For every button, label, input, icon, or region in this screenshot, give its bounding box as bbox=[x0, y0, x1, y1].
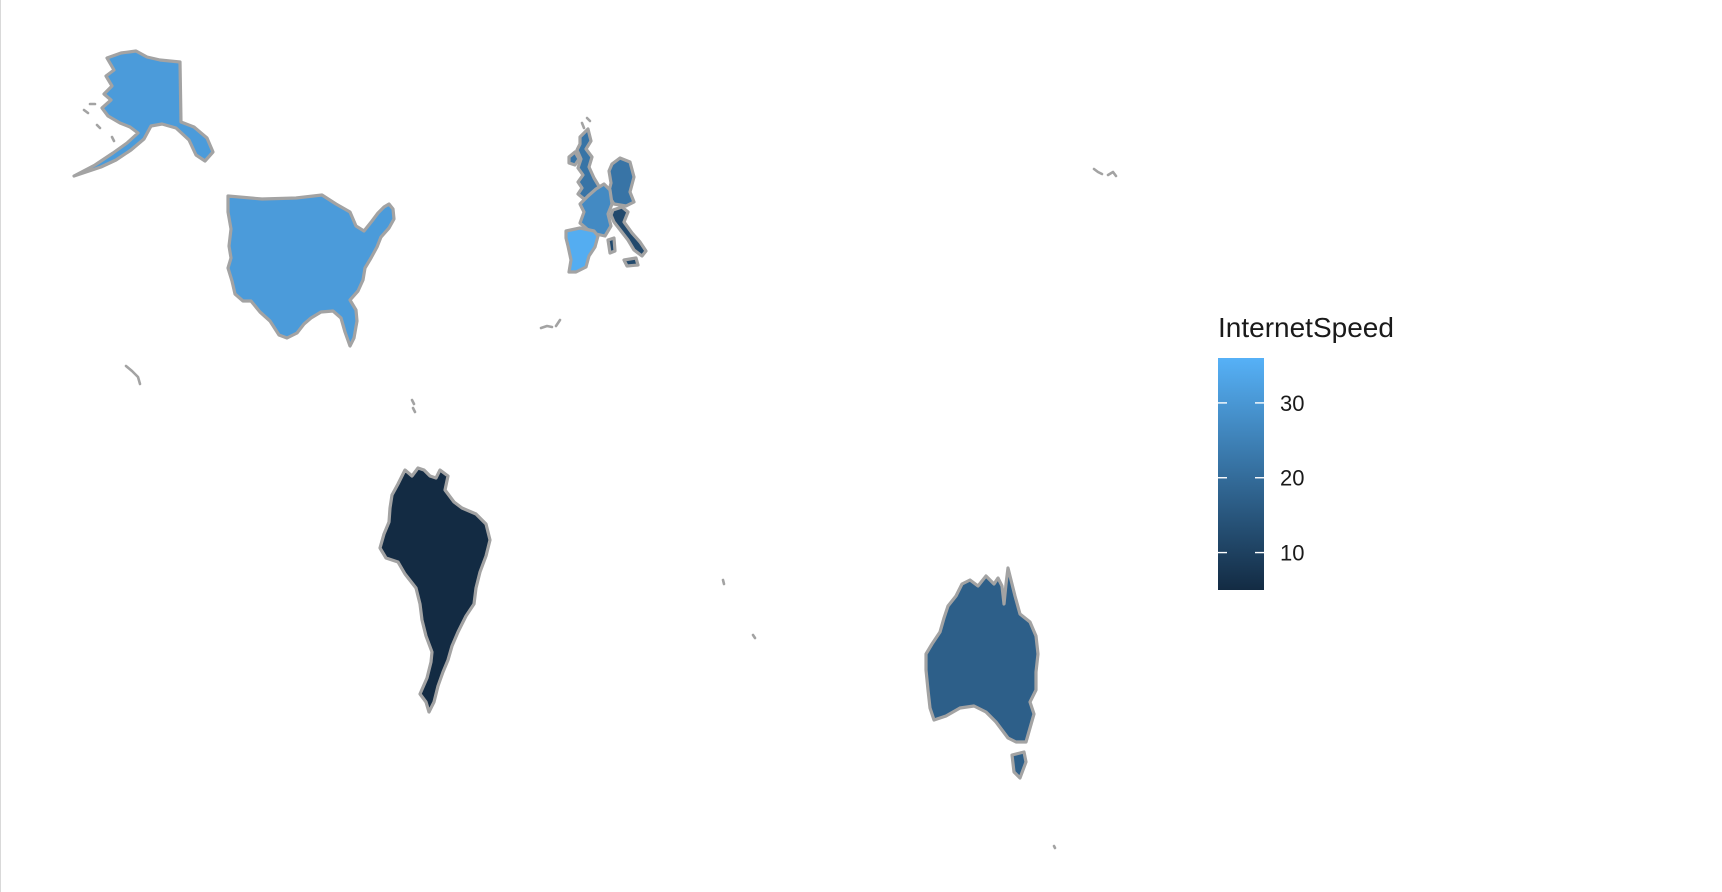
region-italy[interactable] bbox=[609, 205, 648, 258]
legend-ticks: 10 20 30 bbox=[1218, 391, 1304, 566]
region-alaska[interactable] bbox=[72, 49, 215, 178]
legend-tick-label: 10 bbox=[1280, 541, 1304, 566]
legend-tick-label: 30 bbox=[1280, 391, 1304, 416]
legend-colorbar bbox=[1218, 358, 1264, 590]
region-australia[interactable] bbox=[924, 566, 1040, 744]
legend: InternetSpeed 10 20 30 bbox=[1218, 312, 1394, 590]
region-brazil[interactable] bbox=[378, 466, 492, 714]
region-united-states[interactable] bbox=[226, 193, 396, 348]
region-france[interactable] bbox=[578, 182, 614, 238]
region-spain[interactable] bbox=[564, 226, 600, 274]
region-tasmania[interactable] bbox=[1010, 750, 1028, 780]
region-sardinia[interactable] bbox=[606, 236, 617, 255]
region-sicily[interactable] bbox=[622, 256, 640, 268]
region-germany[interactable] bbox=[606, 156, 636, 208]
legend-tick-label: 20 bbox=[1280, 466, 1304, 491]
legend-title: InternetSpeed bbox=[1218, 312, 1394, 343]
map-regions bbox=[72, 49, 1040, 780]
region-northern-ireland[interactable] bbox=[567, 150, 581, 167]
map-minor-islands bbox=[82, 102, 1118, 850]
